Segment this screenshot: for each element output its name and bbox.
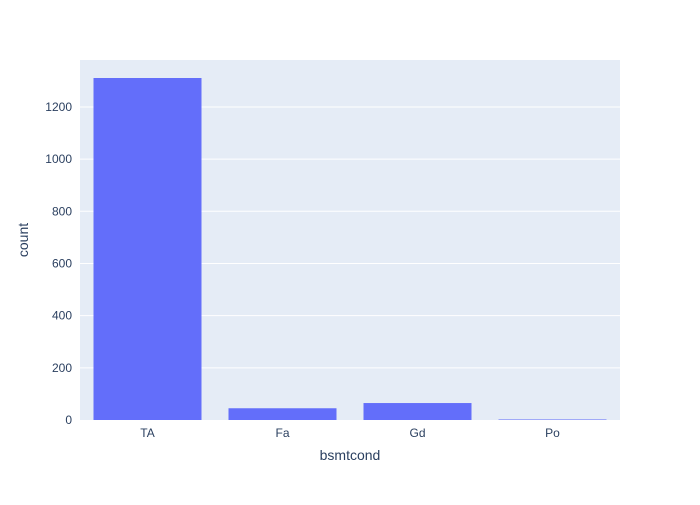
x-axis-title: bsmtcond <box>320 447 381 463</box>
y-tick-label: 400 <box>52 309 72 323</box>
x-axis-ticks: TA Fa Gd Po <box>140 426 560 440</box>
y-tick-label: 800 <box>52 204 72 218</box>
bar-po[interactable] <box>498 419 607 420</box>
y-axis-ticks: 0 200 400 600 800 1000 1200 <box>45 100 72 427</box>
x-tick-label: Fa <box>275 426 289 440</box>
y-tick-label: 0 <box>65 413 72 427</box>
x-tick-label: TA <box>140 426 154 440</box>
y-axis-title: count <box>15 223 31 257</box>
bar-ta[interactable] <box>93 78 202 420</box>
y-tick-label: 600 <box>52 256 72 270</box>
bars <box>93 78 607 420</box>
y-tick-label: 1200 <box>45 100 72 114</box>
x-tick-label: Po <box>545 426 560 440</box>
bar-fa[interactable] <box>228 408 337 420</box>
bar-gd[interactable] <box>363 403 472 420</box>
y-tick-label: 1000 <box>45 152 72 166</box>
y-tick-label: 200 <box>52 361 72 375</box>
x-tick-label: Gd <box>409 426 425 440</box>
